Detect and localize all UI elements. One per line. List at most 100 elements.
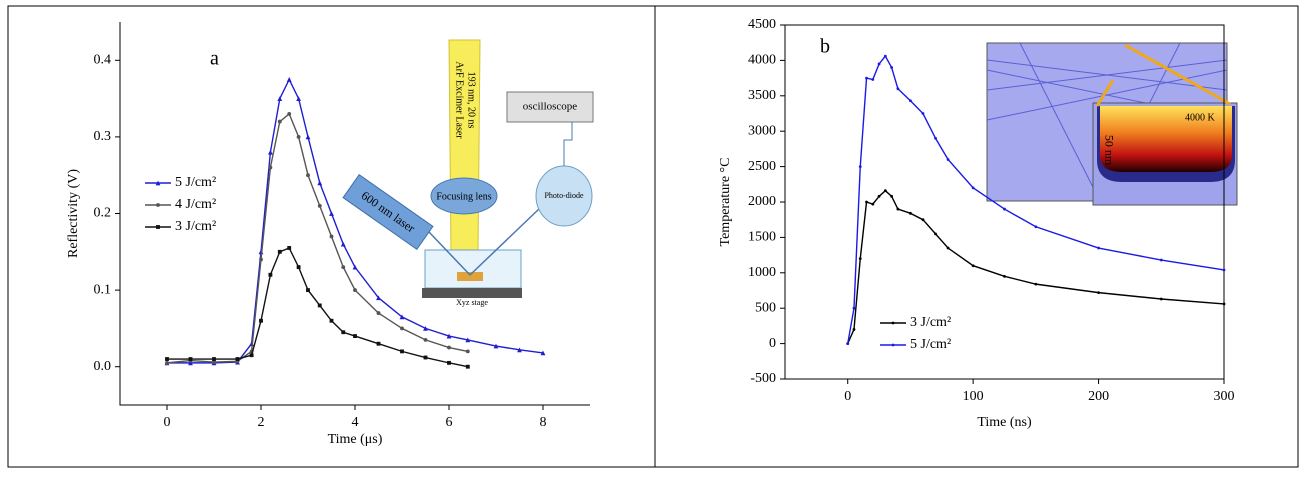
marker bbox=[286, 77, 292, 82]
legend-label: 3 J/cm² bbox=[175, 219, 216, 234]
marker bbox=[268, 149, 273, 155]
marker bbox=[259, 257, 263, 262]
x-axis-label: Time (μs) bbox=[328, 432, 383, 447]
marker bbox=[287, 246, 292, 250]
melt-pool bbox=[1100, 106, 1232, 172]
marker bbox=[1003, 274, 1006, 278]
marker bbox=[1034, 225, 1038, 229]
marker bbox=[340, 241, 346, 247]
marker bbox=[155, 180, 161, 186]
marker bbox=[329, 211, 334, 216]
marker bbox=[852, 306, 856, 310]
x-tick-label: 200 bbox=[1088, 389, 1109, 404]
marker bbox=[909, 99, 912, 103]
marker bbox=[865, 200, 868, 204]
marker bbox=[852, 328, 856, 331]
marker bbox=[871, 78, 875, 81]
y-tick-label: 4500 bbox=[748, 17, 776, 32]
diode-label: Photo-diode bbox=[544, 191, 584, 200]
marker bbox=[465, 364, 470, 369]
x-tick-label: 0 bbox=[164, 415, 171, 430]
marker bbox=[306, 173, 310, 178]
water-tank bbox=[424, 249, 522, 289]
marker bbox=[465, 337, 471, 343]
marker bbox=[317, 303, 322, 308]
y-tick-label: 0.3 bbox=[94, 129, 112, 144]
panel-label: b bbox=[820, 36, 830, 58]
marker bbox=[883, 189, 887, 193]
marker bbox=[296, 96, 301, 101]
legend-label: 5 J/cm² bbox=[910, 337, 951, 352]
x-tick-label: 100 bbox=[963, 389, 984, 404]
marker bbox=[1034, 282, 1038, 286]
marker bbox=[188, 360, 193, 366]
marker bbox=[891, 321, 895, 325]
marker bbox=[376, 341, 381, 346]
stage bbox=[422, 288, 522, 298]
marker bbox=[165, 357, 169, 361]
marker bbox=[268, 165, 273, 170]
axes bbox=[119, 22, 590, 406]
marker bbox=[846, 342, 850, 345]
y-tick-label: 2500 bbox=[748, 159, 776, 174]
arrow bbox=[1095, 79, 1115, 107]
marker bbox=[305, 134, 311, 140]
marker bbox=[946, 158, 950, 161]
marker bbox=[1222, 268, 1226, 272]
marker bbox=[235, 357, 240, 361]
marker bbox=[277, 96, 283, 101]
marker bbox=[517, 347, 522, 353]
marker bbox=[399, 314, 405, 320]
y-tick-label: 4000 bbox=[748, 53, 776, 68]
stage-label: Xyz stage bbox=[456, 298, 488, 307]
mesh-lines bbox=[986, 42, 1228, 202]
marker bbox=[212, 360, 216, 365]
marker bbox=[287, 112, 292, 116]
marker bbox=[971, 264, 975, 268]
laser-spec: 193 nm, 20 ns bbox=[466, 72, 477, 129]
y-axis-label: Reflectivity (V) bbox=[66, 169, 81, 258]
x-tick-label: 300 bbox=[1214, 389, 1235, 404]
marker bbox=[156, 225, 160, 229]
y-tick-label: 0.1 bbox=[94, 282, 112, 297]
lens bbox=[430, 177, 498, 215]
panel-label: a bbox=[210, 48, 219, 70]
setup-diagram: ArF Excimer Laser 193 nm, 20 ns Focusing… bbox=[342, 39, 594, 307]
marker bbox=[890, 194, 894, 198]
marker bbox=[1159, 297, 1163, 301]
marker bbox=[865, 76, 868, 80]
reflected-beam bbox=[469, 207, 541, 276]
marker bbox=[400, 326, 404, 331]
marker bbox=[493, 343, 499, 349]
legend-label: 5 J/cm² bbox=[175, 175, 216, 190]
marker bbox=[447, 360, 451, 365]
marker bbox=[423, 337, 428, 342]
x-tick-label: 8 bbox=[540, 415, 547, 430]
marker bbox=[296, 265, 301, 270]
marker bbox=[249, 353, 254, 358]
marker bbox=[896, 87, 900, 91]
lens-label: Focusing lens bbox=[436, 191, 491, 202]
temp-label: 4000 K bbox=[1185, 112, 1216, 123]
marker bbox=[921, 218, 925, 222]
marker bbox=[934, 232, 937, 236]
marker bbox=[306, 288, 310, 293]
probe-box bbox=[342, 174, 434, 250]
marker bbox=[890, 66, 894, 69]
marker bbox=[400, 349, 404, 354]
scale-label: 50 nm bbox=[1102, 135, 1116, 166]
marker bbox=[946, 246, 950, 250]
marker bbox=[858, 257, 862, 261]
x-tick-label: 0 bbox=[844, 389, 851, 404]
simulation-image: 4000 K 50 nm bbox=[986, 42, 1238, 206]
marker bbox=[329, 318, 334, 323]
y-tick-label: 1500 bbox=[748, 230, 776, 245]
marker bbox=[259, 318, 263, 323]
marker bbox=[352, 264, 358, 270]
arrow bbox=[1124, 43, 1231, 106]
marker bbox=[896, 207, 900, 211]
y-tick-label: 0.4 bbox=[94, 53, 112, 68]
marker bbox=[871, 202, 875, 206]
y-tick-label: 500 bbox=[755, 300, 776, 315]
marker bbox=[376, 295, 381, 301]
